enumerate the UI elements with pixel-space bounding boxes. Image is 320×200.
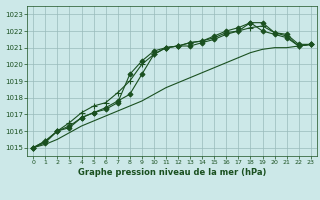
X-axis label: Graphe pression niveau de la mer (hPa): Graphe pression niveau de la mer (hPa)	[78, 168, 266, 177]
